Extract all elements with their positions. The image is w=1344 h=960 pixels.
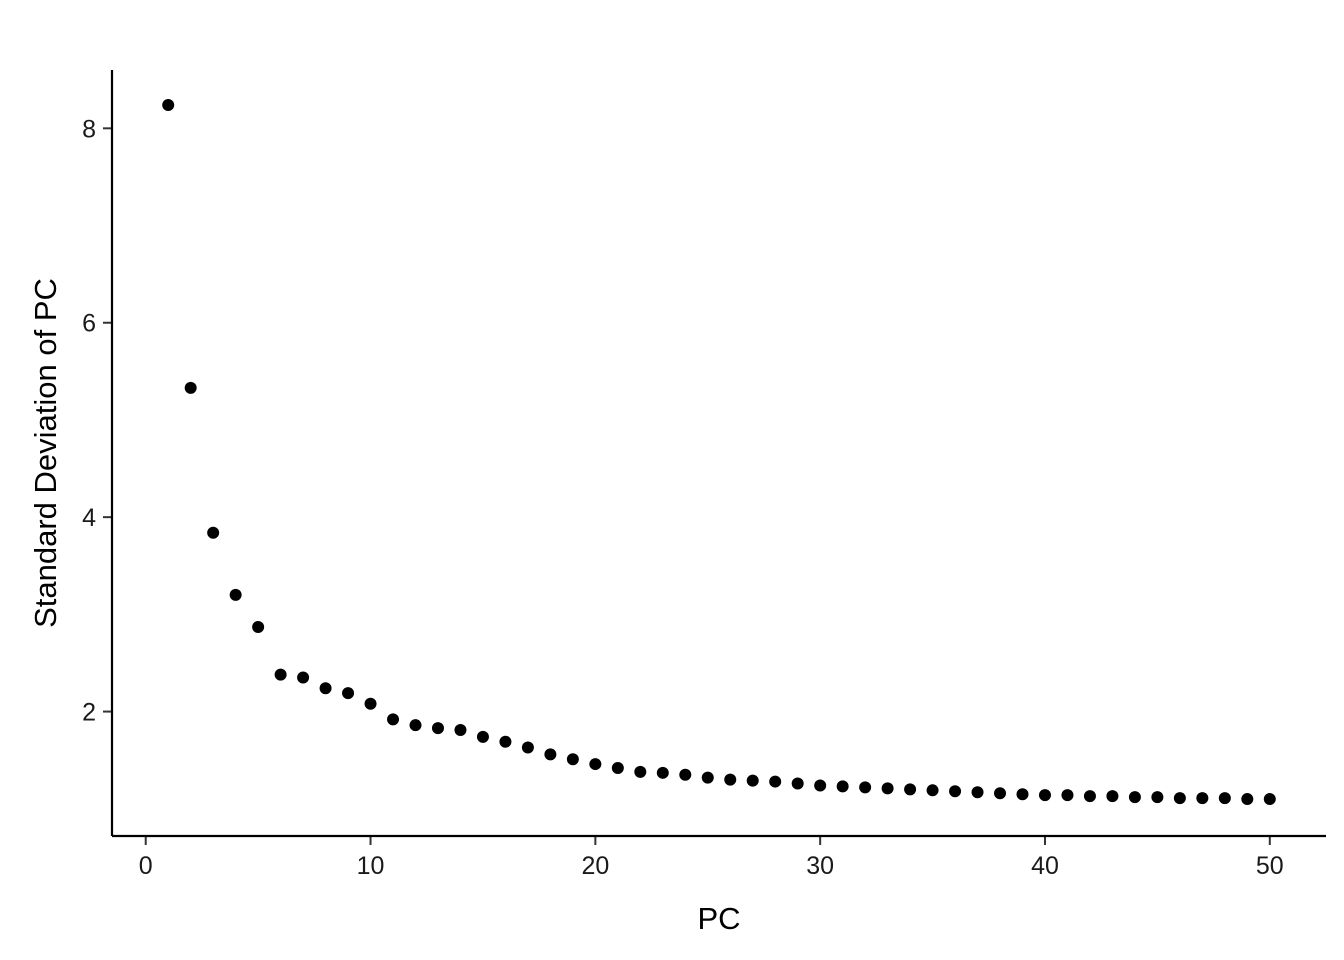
data-point (1263, 793, 1276, 806)
x-axis-title: PC (697, 901, 740, 936)
data-point (1151, 791, 1164, 804)
data-point (814, 779, 827, 792)
y-tick-label: 8 (82, 115, 96, 143)
data-point (1038, 789, 1051, 802)
data-point (162, 98, 175, 111)
data-point (769, 775, 782, 788)
data-point (1173, 792, 1186, 805)
y-axis-title: Standard Deviation of PC (28, 278, 63, 628)
data-point (791, 777, 804, 790)
data-point (499, 735, 512, 748)
data-points (162, 98, 1276, 806)
data-point (319, 682, 332, 695)
data-point (836, 780, 849, 793)
data-point (611, 761, 624, 774)
data-point (1016, 788, 1029, 801)
data-point (184, 381, 197, 394)
data-point (994, 787, 1007, 800)
data-point (431, 722, 444, 735)
data-point (566, 753, 579, 766)
data-point (1241, 793, 1254, 806)
data-point (679, 768, 692, 781)
data-point (881, 782, 894, 795)
data-point (589, 758, 602, 771)
x-tick-label: 30 (806, 852, 834, 880)
data-point (1128, 791, 1141, 804)
data-point (229, 588, 242, 601)
data-point (1218, 792, 1231, 805)
data-point (746, 774, 759, 787)
x-tick-label: 10 (357, 852, 385, 880)
data-point (387, 713, 400, 726)
data-point (949, 785, 962, 798)
y-tick-label: 2 (82, 699, 96, 727)
data-point (342, 687, 355, 700)
data-point (971, 786, 984, 799)
data-point (364, 697, 377, 710)
x-axis-ticks: 0 10 20 30 40 50 (139, 836, 1284, 880)
data-point (1196, 792, 1209, 805)
data-point (1083, 790, 1096, 803)
data-point (454, 724, 467, 737)
y-tick-label: 4 (82, 504, 96, 532)
data-point (701, 771, 714, 784)
y-tick-label: 6 (82, 310, 96, 338)
data-point (274, 668, 287, 681)
x-tick-label: 40 (1031, 852, 1059, 880)
x-tick-label: 0 (139, 852, 153, 880)
data-point (634, 765, 647, 778)
data-point (1061, 789, 1074, 802)
data-point (656, 766, 669, 779)
y-axis-ticks: 2 4 6 8 (82, 115, 112, 727)
data-point (544, 748, 557, 761)
data-point (521, 741, 534, 754)
data-point (476, 730, 489, 743)
x-tick-label: 50 (1256, 852, 1284, 880)
data-point (409, 719, 422, 732)
data-point (1106, 790, 1119, 803)
data-point (724, 773, 737, 786)
data-point (926, 784, 939, 797)
x-tick-label: 20 (581, 852, 609, 880)
data-point (859, 781, 872, 794)
data-point (252, 621, 265, 634)
data-point (297, 671, 310, 684)
data-point (904, 783, 917, 796)
data-point (207, 526, 220, 539)
